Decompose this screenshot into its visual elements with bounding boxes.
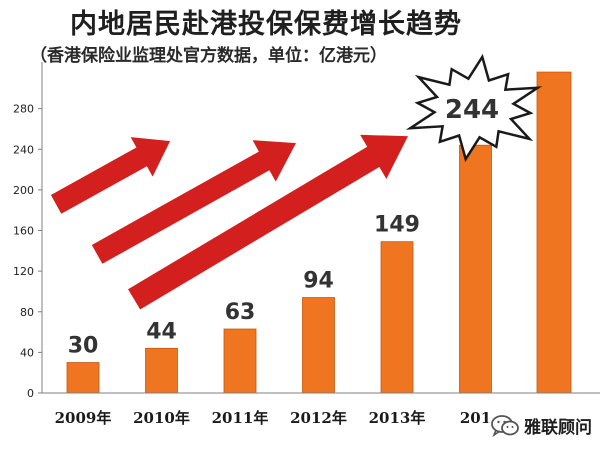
bar — [145, 347, 178, 394]
watermark-text: 雅联顾问 — [524, 418, 592, 438]
data-label-highlight: 244 — [445, 95, 499, 125]
wechat-icon — [491, 414, 519, 437]
bar — [536, 71, 572, 394]
arrow-shape — [88, 137, 301, 268]
data-label: 94 — [303, 269, 334, 294]
x-tick-label: 2010年 — [133, 409, 190, 427]
y-tick-label: 200 — [13, 184, 34, 197]
x-tick-label: 2012年 — [290, 409, 347, 427]
bar — [380, 241, 414, 394]
data-label: 63 — [225, 300, 256, 325]
watermark: 雅联顾问 — [488, 412, 595, 439]
arrow-shape — [47, 134, 174, 218]
y-tick-label: 240 — [13, 143, 34, 156]
x-tick-label: 2013年 — [369, 409, 426, 427]
starburst-highlight — [405, 53, 543, 163]
y-tick-label: 40 — [20, 346, 34, 359]
y-tick-label: 0 — [27, 387, 34, 400]
arrow-shape — [124, 132, 413, 313]
x-tick-label: 2009年 — [55, 409, 112, 427]
chart-subtitle: （香港保险业监理处官方数据，单位：亿港元） — [30, 46, 387, 66]
y-tick-label: 80 — [20, 306, 34, 319]
y-tick-label: 120 — [13, 265, 34, 278]
bar — [302, 297, 335, 394]
data-label: 44 — [146, 319, 177, 344]
bar — [223, 328, 257, 394]
bar — [459, 144, 492, 394]
bar — [66, 362, 100, 394]
data-label: 30 — [68, 334, 99, 359]
x-tick-label: 2011年 — [212, 409, 269, 427]
data-label: 149 — [374, 213, 420, 238]
y-tick-label: 280 — [13, 103, 34, 116]
x-tick-label: 201 — [460, 409, 491, 427]
y-tick-label: 160 — [13, 225, 34, 238]
chart-title: 内地居民赴港投保保费增长趋势 — [70, 9, 462, 40]
